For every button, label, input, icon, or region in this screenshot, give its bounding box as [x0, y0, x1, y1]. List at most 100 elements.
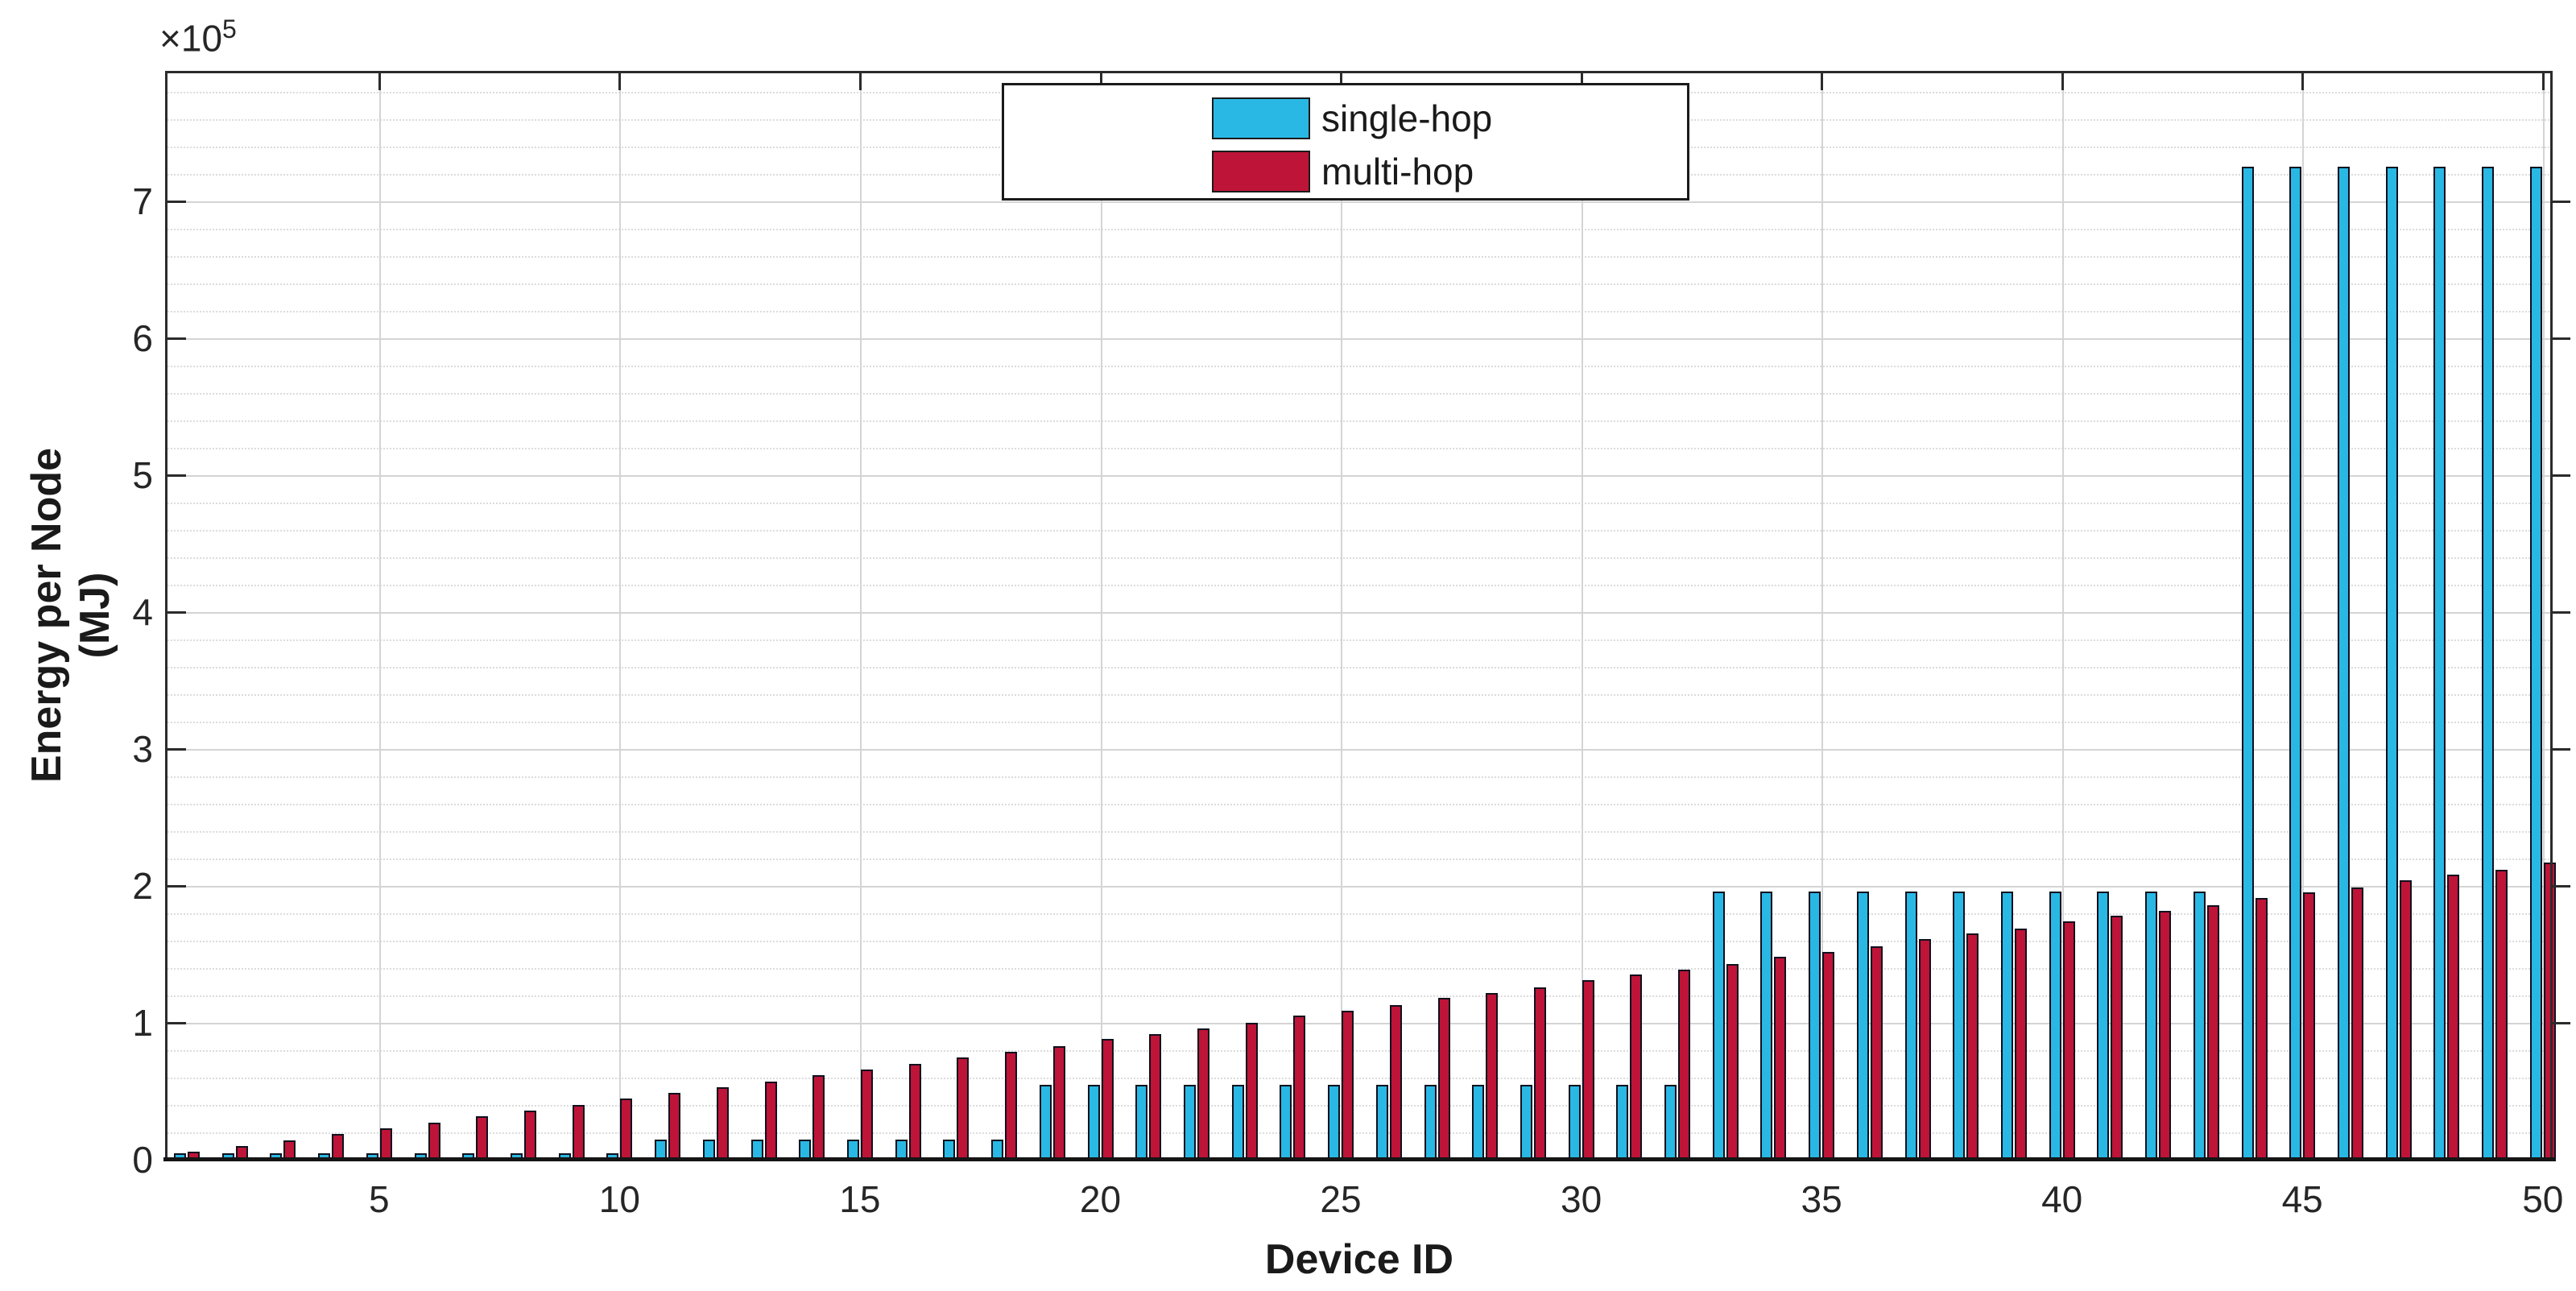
bar-single-hop-device-2 [221, 1152, 234, 1160]
y-tick-label: 5 [132, 453, 153, 496]
y-tick-mark-right [2553, 610, 2570, 614]
bar-single-hop-device-41 [2097, 891, 2110, 1160]
x-major-gridline [2061, 71, 2064, 1160]
bar-single-hop-device-47 [2385, 167, 2398, 1160]
y-minor-gridline [165, 912, 2553, 915]
bar-multi-hop-device-34 [1774, 957, 1787, 1160]
x-tick-label: 30 [1561, 1178, 1602, 1220]
bar-multi-hop-device-27 [1437, 998, 1450, 1160]
bar-single-hop-device-15 [846, 1139, 859, 1160]
bar-single-hop-device-18 [991, 1139, 1004, 1160]
x-tick-label: 10 [598, 1178, 640, 1220]
x-tick-mark [2301, 71, 2305, 90]
legend-label-multi-hop: multi-hop [1321, 151, 1474, 192]
bar-single-hop-device-30 [1568, 1084, 1581, 1160]
bar-single-hop-device-10 [606, 1152, 619, 1160]
y-major-gridline [165, 885, 2553, 888]
y-tick-label: 1 [132, 1001, 153, 1044]
x-major-gridline [2302, 71, 2305, 1160]
y-minor-gridline [165, 365, 2553, 367]
y-tick-mark-right [2553, 747, 2570, 751]
y-tick-mark [165, 884, 186, 888]
bar-single-hop-device-20 [1087, 1084, 1100, 1160]
y-major-gridline [165, 1022, 2553, 1024]
y-minor-gridline [165, 447, 2553, 449]
bar-multi-hop-device-49 [2495, 869, 2508, 1160]
x-tick-mark [1580, 71, 1583, 90]
bar-multi-hop-device-15 [860, 1069, 873, 1160]
bar-multi-hop-device-25 [1342, 1010, 1354, 1160]
y-minor-gridline [165, 940, 2553, 942]
bar-multi-hop-device-2 [235, 1146, 248, 1160]
bar-single-hop-device-45 [2289, 167, 2302, 1160]
bar-single-hop-device-27 [1424, 1084, 1437, 1160]
bar-multi-hop-device-24 [1293, 1016, 1306, 1160]
bar-multi-hop-device-41 [2111, 916, 2123, 1160]
bar-multi-hop-device-20 [1101, 1039, 1114, 1160]
bar-multi-hop-device-5 [379, 1128, 392, 1160]
x-major-gridline [859, 71, 862, 1160]
bar-multi-hop-device-21 [1149, 1033, 1162, 1160]
y-minor-gridline [165, 693, 2553, 696]
y-minor-gridline [165, 967, 2553, 970]
y-minor-gridline [165, 776, 2553, 778]
y-tick-label: 2 [132, 864, 153, 907]
axis-spine-left [165, 71, 167, 1160]
y-tick-label: 6 [132, 317, 153, 359]
y-tick-label: 7 [132, 180, 153, 222]
x-major-gridline [1581, 71, 1583, 1160]
legend-swatch-single-hop-icon [1212, 97, 1310, 139]
y-axis-multiplier-exponent: 5 [222, 14, 237, 43]
bar-single-hop-device-50 [2529, 167, 2542, 1160]
y-minor-gridline [165, 557, 2553, 559]
y-tick-mark [165, 474, 186, 477]
bar-single-hop-device-48 [2433, 167, 2446, 1160]
bar-multi-hop-device-22 [1197, 1028, 1209, 1160]
bar-single-hop-device-23 [1231, 1084, 1244, 1160]
x-major-gridline [619, 71, 622, 1160]
x-axis-line [163, 1157, 2556, 1161]
y-minor-gridline [165, 830, 2553, 833]
y-major-gridline [165, 748, 2553, 751]
y-minor-gridline [165, 502, 2553, 504]
bar-single-hop-device-13 [750, 1139, 763, 1160]
x-tick-label: 35 [1801, 1178, 1842, 1220]
bar-single-hop-device-3 [270, 1152, 283, 1160]
bar-single-hop-device-22 [1183, 1084, 1196, 1160]
bar-single-hop-device-5 [366, 1152, 378, 1160]
bar-single-hop-device-44 [2241, 167, 2254, 1160]
y-minor-gridline [165, 228, 2553, 230]
y-tick-mark-right [2553, 1021, 2570, 1024]
bar-multi-hop-device-30 [1582, 980, 1594, 1160]
bar-multi-hop-device-4 [332, 1133, 345, 1160]
bar-multi-hop-device-13 [764, 1082, 777, 1160]
x-tick-mark [1340, 71, 1342, 90]
y-tick-label: 4 [132, 590, 153, 633]
bar-single-hop-device-4 [318, 1152, 331, 1160]
bar-single-hop-device-29 [1520, 1084, 1532, 1160]
y-minor-gridline [165, 858, 2553, 860]
y-axis-label-line2: (MJ) [72, 572, 118, 659]
plot-area [163, 71, 2570, 1161]
bar-single-hop-device-19 [1039, 1084, 1052, 1160]
bar-single-hop-device-7 [462, 1152, 475, 1160]
bar-single-hop-device-34 [1760, 891, 1773, 1160]
bar-single-hop-device-8 [511, 1152, 523, 1160]
bar-single-hop-device-32 [1664, 1084, 1677, 1160]
y-minor-gridline [165, 1049, 2553, 1052]
bar-multi-hop-device-43 [2206, 904, 2219, 1160]
y-minor-gridline [165, 1132, 2553, 1134]
bar-single-hop-device-6 [414, 1152, 427, 1160]
bar-multi-hop-device-28 [1486, 992, 1499, 1160]
bar-multi-hop-device-10 [620, 1098, 633, 1160]
bar-multi-hop-device-45 [2303, 892, 2316, 1160]
bar-multi-hop-device-48 [2447, 875, 2460, 1160]
bar-single-hop-device-39 [2001, 891, 2013, 1160]
x-tick-label: 50 [2522, 1178, 2564, 1220]
bar-multi-hop-device-29 [1533, 987, 1546, 1160]
x-axis-label: Device ID [1264, 1236, 1454, 1283]
bar-multi-hop-device-17 [957, 1057, 970, 1160]
bar-multi-hop-device-38 [1966, 933, 1979, 1160]
axis-spine-right [2550, 71, 2553, 1160]
